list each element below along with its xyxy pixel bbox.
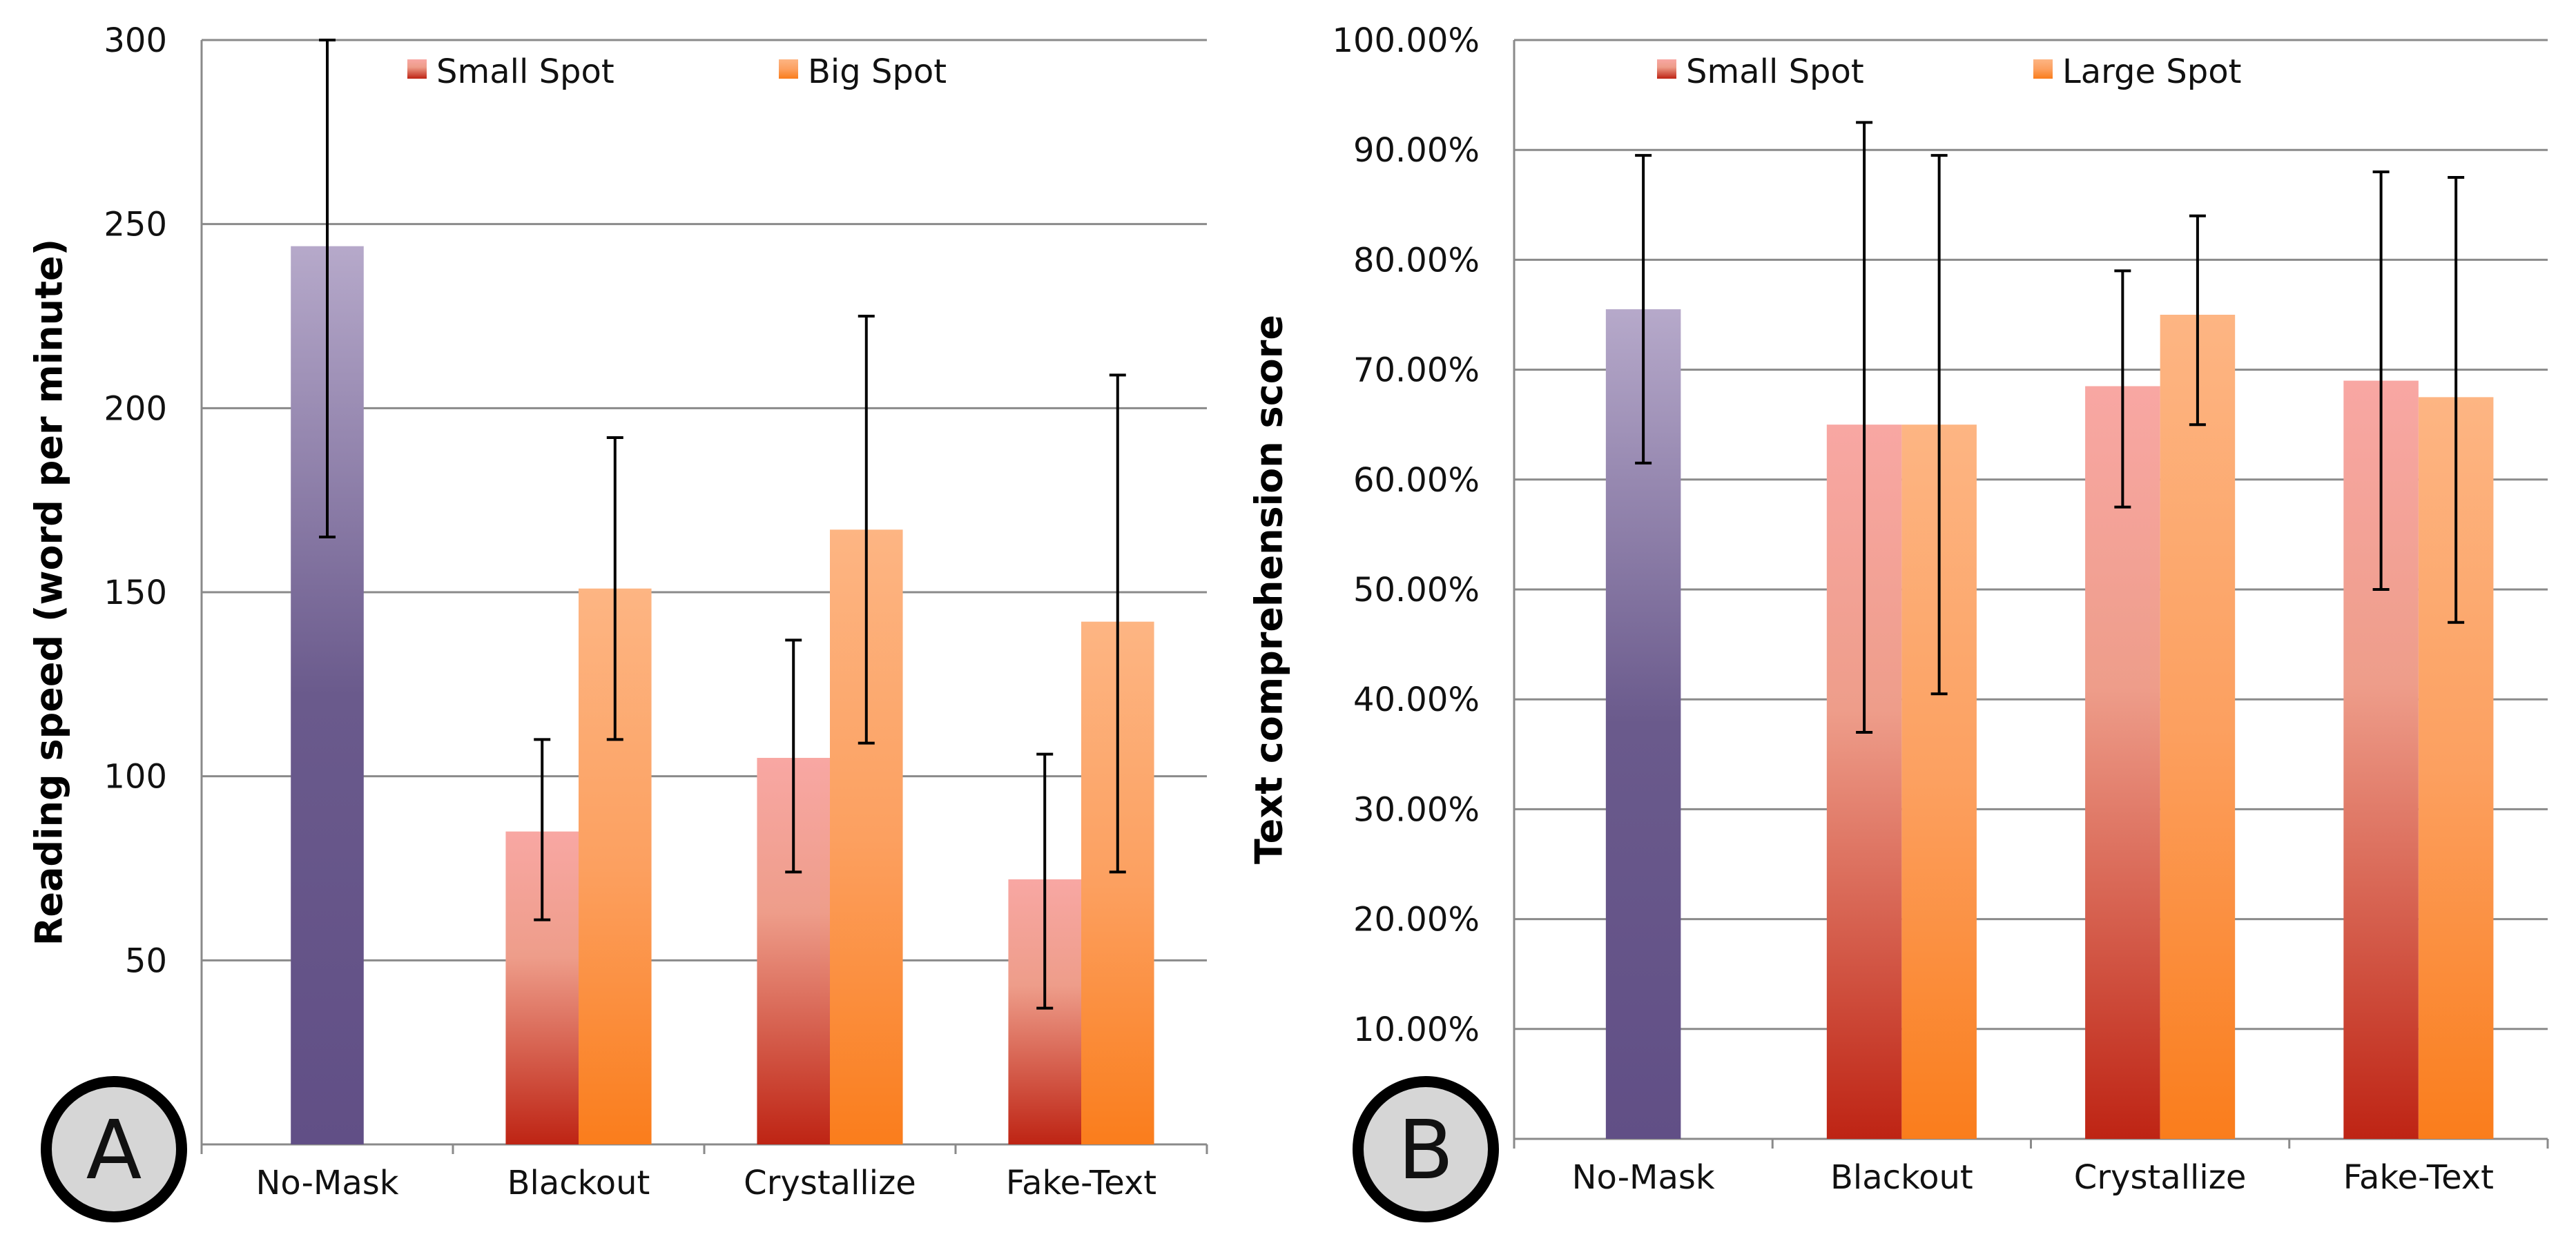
y-tick-label: 100.00%: [1332, 21, 1480, 60]
y-tick-label: 30.00%: [1353, 790, 1480, 829]
panel-badge-label: A: [86, 1102, 142, 1198]
legend-label: Small Spot: [1686, 52, 1864, 91]
legend-swatch: [407, 59, 427, 79]
y-tick-label: 40.00%: [1353, 681, 1480, 719]
legend-swatch: [2033, 59, 2053, 79]
panel-badge-label: B: [1398, 1102, 1454, 1198]
y-tick-label: 50: [125, 941, 167, 980]
legend-label: Big Spot: [808, 52, 947, 91]
y-tick-label: 200: [104, 389, 167, 428]
y-axis-title: Text comprehension score: [1248, 315, 1291, 864]
x-category-label: Crystallize: [2074, 1158, 2247, 1197]
y-tick-label: 300: [104, 21, 167, 60]
y-tick-label: 250: [104, 206, 167, 244]
y-tick-label: 60.00%: [1353, 461, 1480, 500]
x-category-label: Fake-Text: [1006, 1164, 1156, 1202]
y-tick-label: 100: [104, 758, 167, 797]
legend-swatch: [779, 59, 798, 79]
panel-badge-circle: [1353, 1076, 1499, 1222]
chart-panel-b: 10.00% 20.00% 30.00% 40.00% 50.00% 60.00% 70.0…: [1248, 21, 2549, 1222]
y-tick-label: 150: [104, 574, 167, 612]
x-category-label: Crystallize: [744, 1164, 916, 1202]
y-tick-label: 80.00%: [1353, 241, 1480, 280]
bar-small-spot: [2085, 386, 2160, 1139]
panel-badge-circle: [41, 1076, 187, 1222]
bar-large-spot: [2160, 315, 2236, 1139]
y-tick-label: 70.00%: [1353, 351, 1480, 390]
legend-swatch: [1657, 59, 1676, 79]
x-category-label: No-Mask: [1572, 1158, 1715, 1197]
legend-label: Small Spot: [436, 52, 614, 91]
y-axis-title: Reading speed (word per minute): [28, 239, 71, 946]
x-category-label: Blackout: [507, 1164, 650, 1202]
y-tick-label: 10.00%: [1353, 1010, 1480, 1049]
x-category-label: Fake-Text: [2343, 1158, 2494, 1197]
x-category-label: No-Mask: [255, 1164, 398, 1202]
legend-label: Large Spot: [2062, 52, 2241, 91]
y-tick-label: 20.00%: [1353, 901, 1480, 939]
y-tick-label: 90.00%: [1353, 131, 1480, 170]
x-category-label: Blackout: [1830, 1158, 1973, 1197]
chart-panel-a: 50 100 150 200 250 300 Reading speed (word per…: [28, 21, 1208, 1222]
y-tick-label: 50.00%: [1353, 571, 1480, 609]
